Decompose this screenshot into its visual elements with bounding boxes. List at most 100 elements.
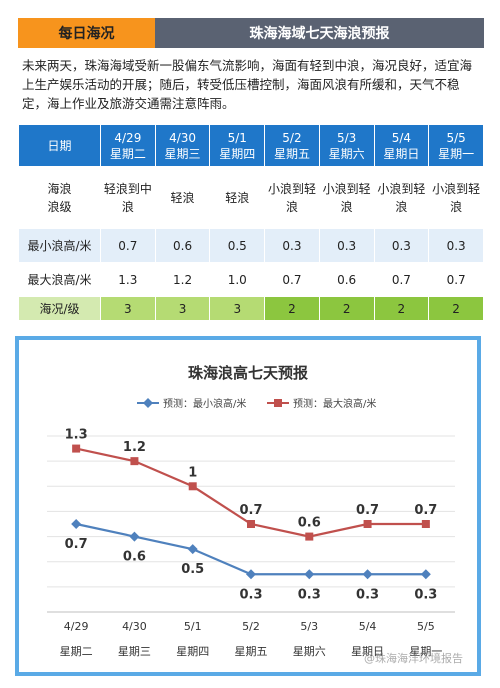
data-point <box>130 457 139 466</box>
min-cell: 0.3 <box>428 228 484 263</box>
data-point <box>71 519 82 529</box>
date-cell: 5/2 星期五 <box>264 124 320 167</box>
level-cell: 小浪到轻浪 <box>428 166 484 229</box>
data-label: 0.7 <box>239 503 262 518</box>
date-cell: 4/29 星期二 <box>100 124 156 167</box>
data-point <box>187 544 198 555</box>
legend-marker <box>274 399 282 407</box>
row-label: 最小浪高/米 <box>18 228 101 263</box>
x-tick-label: 5/3 <box>300 620 318 633</box>
data-label: 0.3 <box>298 587 321 602</box>
date-cell: 4/30 星期三 <box>154 124 211 167</box>
x-tick-label: 5/5 <box>417 620 435 633</box>
row-label: 最大浪高/米 <box>18 262 101 297</box>
legend-label: 预测：最大浪高/米 <box>293 397 376 410</box>
watermark: @珠海海洋环境报告 <box>364 652 463 665</box>
level-cell: 小浪到轻浪 <box>318 166 375 229</box>
data-label: 1.2 <box>123 440 146 455</box>
data-point <box>421 520 430 528</box>
date-cell: 5/4 星期日 <box>373 124 430 167</box>
forecast-title: 珠海海域七天海浪预报 <box>155 18 484 48</box>
grade-cell: 2 <box>373 296 430 321</box>
data-label: 0.3 <box>414 587 437 602</box>
data-label: 0.3 <box>356 587 379 602</box>
date-cell: 5/5 星期一 <box>428 124 484 167</box>
data-point <box>304 569 315 580</box>
max-cell: 0.7 <box>373 262 430 297</box>
x-tick-weekday: 星期六 <box>293 645 326 658</box>
chart-marks: 0.7 0.6 0.5 0.3 0.3 0.3 0.3 1.3 1.2 1 0.7 0.6 0.7 0.7 <box>65 428 438 603</box>
x-tick-weekday: 星期四 <box>176 645 209 658</box>
max-cell: 1.3 <box>100 262 156 297</box>
legend-label: 预测：最小浪高/米 <box>163 397 246 410</box>
level-cell: 轻浪 <box>209 166 266 229</box>
level-cell: 小浪到轻浪 <box>264 166 320 229</box>
data-label: 0.6 <box>123 550 146 565</box>
data-point <box>420 569 431 580</box>
table-row: 最大浪高/米 1.3 1.2 1.0 0.7 0.6 0.7 0.7 <box>18 262 484 297</box>
forecast-table: 日期 4/29 星期二 4/30 星期三 5/1 星期四 5/2 星期五 5/3 星期六 … <box>18 124 484 321</box>
min-cell: 0.3 <box>373 228 430 263</box>
forecast-summary: 未来两天，珠海海域受新一股偏东气流影响，海面有轻到中浪，海况良好，适宜海上生产娱… <box>22 58 473 111</box>
max-cell: 1.2 <box>154 262 211 297</box>
data-point <box>188 482 197 491</box>
data-label: 0.7 <box>414 503 437 518</box>
chart-title: 珠海浪高七天预报 <box>188 364 308 382</box>
wave-chart: 珠海浪高七天预报 预测：最小浪高/米 预测：最大浪高/米 0.7 0.6 0.5 0.3… <box>47 364 455 658</box>
data-label: 1 <box>188 465 197 480</box>
legend-marker <box>143 398 153 408</box>
min-cell: 0.5 <box>209 228 266 263</box>
min-cell: 0.3 <box>264 228 320 263</box>
table-row: 海况/级 3 3 3 2 2 2 2 <box>18 296 484 321</box>
x-tick-weekday: 星期三 <box>118 645 151 658</box>
x-tick-label: 5/1 <box>184 620 202 633</box>
chart-grid <box>47 435 455 613</box>
min-cell: 0.7 <box>100 228 156 263</box>
max-cell: 0.7 <box>428 262 484 297</box>
data-label: 0.7 <box>356 503 379 518</box>
level-cell: 轻浪到中浪 <box>100 166 156 229</box>
grade-cell: 2 <box>318 296 375 321</box>
row-label: 海况/级 <box>18 296 101 321</box>
max-cell: 0.6 <box>318 262 375 297</box>
table-row: 最小浪高/米 0.7 0.6 0.5 0.3 0.3 0.3 0.3 <box>18 228 484 263</box>
date-header: 日期 <box>18 124 101 167</box>
data-point <box>305 532 314 541</box>
data-label: 0.3 <box>239 587 262 602</box>
level-cell: 轻浪 <box>154 166 211 229</box>
x-tick-label: 5/4 <box>359 620 377 633</box>
grade-cell: 3 <box>154 296 211 321</box>
data-point <box>129 531 140 542</box>
max-cell: 1.0 <box>209 262 266 297</box>
title-bar: 每日海况 珠海海域七天海浪预报 <box>18 18 484 48</box>
max-cell: 0.7 <box>264 262 320 297</box>
x-tick-weekday: 星期日 <box>351 645 384 658</box>
wave-chart-panel: 珠海浪高七天预报 预测：最小浪高/米 预测：最大浪高/米 0.7 0.6 0.5 0.3… <box>15 336 481 676</box>
data-point <box>246 569 256 580</box>
grade-cell: 2 <box>264 296 320 321</box>
min-cell: 0.3 <box>318 228 375 263</box>
date-cell: 5/3 星期六 <box>318 124 375 167</box>
table-header-row: 日期 4/29 星期二 4/30 星期三 5/1 星期四 5/2 星期五 5/3 星期六 … <box>18 124 484 167</box>
x-tick-weekday: 星期二 <box>60 645 93 658</box>
data-label: 0.6 <box>298 516 321 531</box>
x-tick-label: 4/29 <box>64 620 89 633</box>
min-cell: 0.6 <box>154 228 211 263</box>
x-tick-label: 5/2 <box>242 620 260 633</box>
data-label: 1.3 <box>65 428 88 443</box>
grade-cell: 2 <box>428 296 484 321</box>
daily-sea-title: 每日海况 <box>18 18 155 48</box>
x-tick-weekday: 星期五 <box>235 645 268 658</box>
x-tick-weekday: 星期一 <box>409 645 442 658</box>
level-cell: 小浪到轻浪 <box>373 166 430 229</box>
data-point <box>72 444 81 453</box>
x-axis: 4/29 星期二 4/30 星期三 5/1 星期四 5/2 星期五 5/3 星期六 5/4 星期日 5/… <box>60 620 443 658</box>
table-row: 海浪 浪级 轻浪到中浪 轻浪 轻浪 小浪到轻浪 小浪到轻浪 小浪到轻浪 小浪到轻浪 <box>18 166 484 229</box>
row-label: 海浪 浪级 <box>18 166 101 229</box>
data-label: 0.7 <box>65 537 88 552</box>
chart-legend: 预测：最小浪高/米 预测：最大浪高/米 <box>137 397 376 410</box>
data-label: 0.5 <box>181 562 204 577</box>
grade-cell: 3 <box>209 296 266 321</box>
data-point <box>363 520 372 528</box>
date-cell: 5/1 星期四 <box>209 124 266 167</box>
